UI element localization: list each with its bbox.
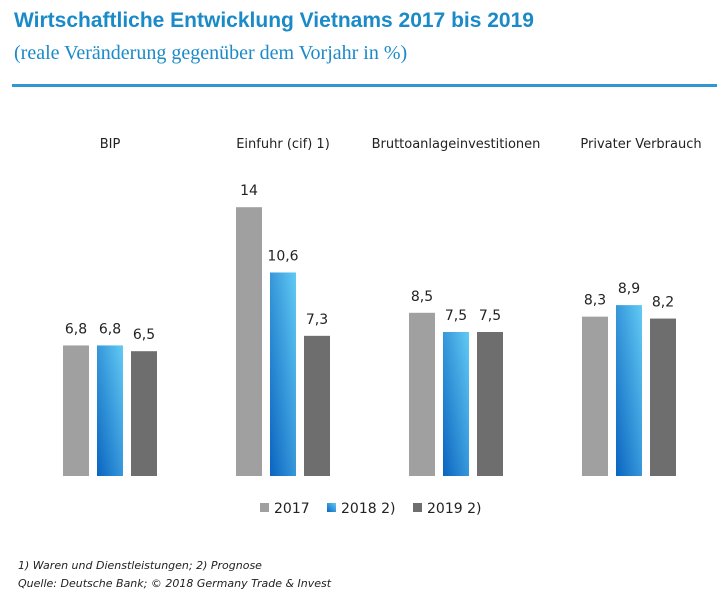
category-label: Einfuhr (cif) 1): [236, 137, 330, 152]
data-label: 8,5: [411, 289, 433, 305]
legend-swatch: [413, 503, 422, 512]
data-label: 6,8: [65, 321, 87, 337]
legend-label: 2018 2): [341, 501, 395, 517]
legend-label: 2019 2): [427, 501, 481, 517]
bar: [63, 345, 89, 476]
data-label: 8,3: [584, 293, 606, 309]
bar: [97, 345, 123, 476]
legend-label: 2017: [274, 501, 310, 517]
data-label: 7,5: [445, 308, 467, 324]
category-label: BIP: [100, 137, 121, 152]
footnote: 1) Waren und Dienstleistungen; 2) Progno…: [18, 559, 262, 572]
data-label: 10,6: [267, 248, 298, 264]
data-label: 7,3: [306, 312, 328, 328]
bar: [582, 316, 608, 476]
bar: [131, 351, 157, 476]
data-label: 14: [240, 183, 258, 199]
source-note: Quelle: Deutsche Bank; © 2018 Germany Tr…: [18, 577, 332, 590]
legend-swatch: [260, 503, 269, 512]
bar: [236, 207, 262, 476]
bar: [616, 305, 642, 476]
category-label: Bruttoanlageinvestitionen: [372, 137, 541, 152]
bar: [270, 272, 296, 476]
data-label: 8,2: [652, 295, 674, 311]
data-label: 6,5: [133, 327, 155, 343]
category-label: Privater Verbrauch: [580, 137, 701, 152]
legend-swatch: [327, 503, 336, 512]
bar: [443, 332, 469, 476]
bar: [477, 332, 503, 476]
chart-subtitle: (reale Veränderung gegenüber dem Vorjahr…: [14, 42, 408, 64]
bar: [650, 318, 676, 476]
chart-title: Wirtschaftliche Entwicklung Vietnams 201…: [14, 9, 534, 32]
title-divider: [12, 84, 717, 87]
data-label: 8,9: [618, 281, 640, 297]
bar: [304, 335, 330, 476]
data-label: 6,8: [99, 321, 121, 337]
bar: [409, 312, 435, 476]
data-label: 7,5: [479, 308, 501, 324]
